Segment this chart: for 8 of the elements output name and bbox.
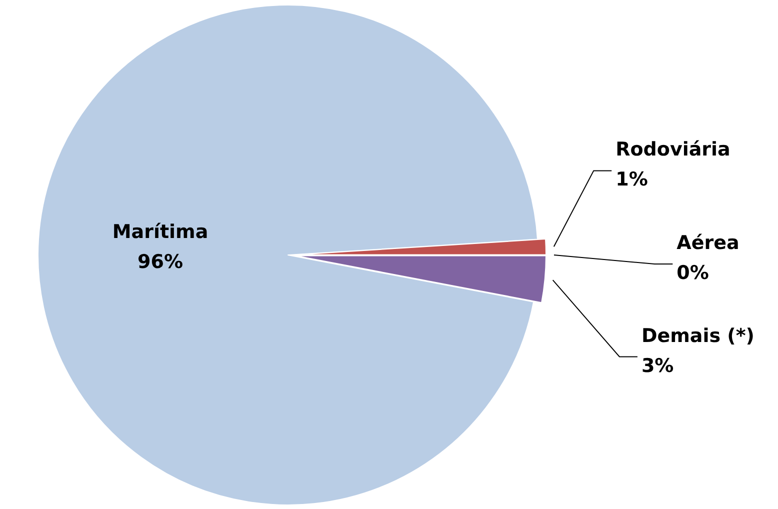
data-label: 96%	[138, 250, 183, 273]
slice-label: Demais (*)	[641, 324, 754, 347]
text: 0%	[676, 262, 709, 284]
slice-label: Rodoviária	[616, 138, 730, 161]
slice-label: Marítima	[112, 220, 208, 243]
category-label: Aérea	[676, 232, 740, 254]
data-label: 3%	[641, 354, 674, 377]
data-label: 1%	[616, 168, 648, 191]
